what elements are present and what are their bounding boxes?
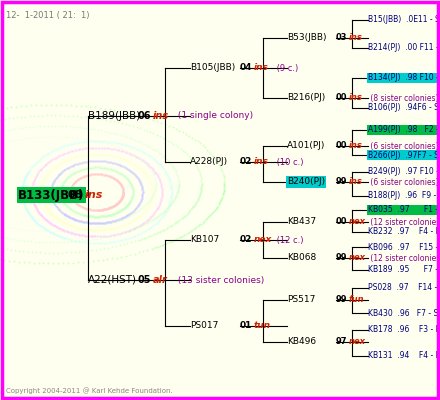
- Text: (1 single colony): (1 single colony): [175, 112, 253, 120]
- Text: KB131  .94    F4 - Kenya4R: KB131 .94 F4 - Kenya4R: [368, 352, 440, 360]
- Text: KB496: KB496: [287, 338, 316, 346]
- Text: B53(JBB): B53(JBB): [287, 34, 326, 42]
- Text: KB430  .96   F7 - SinopEgg86R: KB430 .96 F7 - SinopEgg86R: [368, 308, 440, 318]
- Text: KB035  .97      F1 - Sinop96R: KB035 .97 F1 - Sinop96R: [368, 206, 440, 214]
- Text: alr: alr: [153, 275, 168, 285]
- Text: B106(PJ)  .94F6 - SinopEgg86R: B106(PJ) .94F6 - SinopEgg86R: [368, 104, 440, 112]
- Text: 01: 01: [240, 322, 253, 330]
- Text: A228(PJ): A228(PJ): [190, 158, 228, 166]
- Text: ins: ins: [153, 111, 169, 121]
- Text: (13 sister colonies): (13 sister colonies): [175, 276, 264, 284]
- Text: ins: ins: [85, 190, 103, 200]
- Text: B214(PJ)  .00 F11 - AthosSt80R: B214(PJ) .00 F11 - AthosSt80R: [368, 44, 440, 52]
- Text: B133(JBB): B133(JBB): [18, 188, 84, 202]
- Text: A199(PJ)  .98   F2 - Cankiri97R: A199(PJ) .98 F2 - Cankiri97R: [368, 126, 440, 134]
- Text: KB096  .97    F15 - Sinop62R: KB096 .97 F15 - Sinop62R: [368, 242, 440, 252]
- Text: (6 sister colonies): (6 sister colonies): [367, 178, 438, 186]
- Text: B249(PJ)  .97 F10 - AthosSt80R: B249(PJ) .97 F10 - AthosSt80R: [368, 168, 440, 176]
- Text: B188(PJ)  .96  F9 - AthosSt80R: B188(PJ) .96 F9 - AthosSt80R: [368, 192, 440, 200]
- Text: 02: 02: [240, 158, 253, 166]
- Text: 00: 00: [336, 94, 348, 102]
- Text: ins: ins: [253, 64, 268, 72]
- Text: KB107: KB107: [190, 236, 219, 244]
- Text: B240(PJ): B240(PJ): [287, 178, 325, 186]
- Text: 99: 99: [336, 178, 348, 186]
- Text: B15(JBB)  .0E11 - SinopEgg86R: B15(JBB) .0E11 - SinopEgg86R: [368, 16, 440, 24]
- Text: ins: ins: [348, 34, 363, 42]
- Text: B266(PJ)  .97F7 - SinopEgg86R: B266(PJ) .97F7 - SinopEgg86R: [368, 150, 440, 160]
- Text: PS028  .97    F14 - Sinop72R: PS028 .97 F14 - Sinop72R: [368, 284, 440, 292]
- Text: (8 sister colonies): (8 sister colonies): [367, 94, 438, 102]
- Text: 08: 08: [68, 190, 83, 200]
- Text: ins: ins: [348, 94, 363, 102]
- Text: nex: nex: [253, 236, 272, 244]
- Text: A22(HST): A22(HST): [88, 275, 137, 285]
- Text: 05: 05: [138, 275, 151, 285]
- Text: nex: nex: [348, 338, 366, 346]
- Text: B134(PJ)  .98 F10 - AthosSt80R: B134(PJ) .98 F10 - AthosSt80R: [368, 74, 440, 82]
- Text: nex: nex: [348, 254, 366, 262]
- Text: PS517: PS517: [287, 296, 315, 304]
- Text: ins: ins: [253, 158, 268, 166]
- Text: KB178  .96    F3 - Egypt94-2R: KB178 .96 F3 - Egypt94-2R: [368, 326, 440, 334]
- Text: (12 c.): (12 c.): [274, 236, 304, 244]
- Text: B216(PJ): B216(PJ): [287, 94, 325, 102]
- Text: fun: fun: [348, 296, 364, 304]
- Text: 99: 99: [336, 254, 348, 262]
- Text: 03: 03: [336, 34, 348, 42]
- Text: KB068: KB068: [287, 254, 316, 262]
- Text: ins: ins: [348, 178, 363, 186]
- Text: B189(JBB): B189(JBB): [88, 111, 140, 121]
- Text: 00: 00: [336, 142, 348, 150]
- Text: (12 sister colonies): (12 sister colonies): [367, 254, 440, 262]
- Text: (9 c.): (9 c.): [274, 64, 298, 72]
- Text: 00: 00: [336, 218, 348, 226]
- Text: (10 c.): (10 c.): [274, 158, 304, 166]
- Text: 06: 06: [138, 111, 151, 121]
- Text: KB232  .97    F4 - Egypt94-2R: KB232 .97 F4 - Egypt94-2R: [368, 228, 440, 236]
- Text: 99: 99: [336, 296, 348, 304]
- Text: 97: 97: [336, 338, 348, 346]
- Text: PS017: PS017: [190, 322, 218, 330]
- Text: Copyright 2004-2011 @ Karl Kehde Foundation.: Copyright 2004-2011 @ Karl Kehde Foundat…: [6, 387, 173, 394]
- Text: 12-  1-2011 ( 21:  1): 12- 1-2011 ( 21: 1): [6, 11, 89, 20]
- Text: (12 sister colonies): (12 sister colonies): [367, 218, 440, 226]
- Text: KB437: KB437: [287, 218, 316, 226]
- Text: KB189  .95      F7 - Atlas85R: KB189 .95 F7 - Atlas85R: [368, 266, 440, 274]
- Text: A101(PJ): A101(PJ): [287, 142, 325, 150]
- Text: ins: ins: [348, 142, 363, 150]
- Text: tun: tun: [253, 322, 271, 330]
- Text: 04: 04: [240, 64, 253, 72]
- Text: B105(JBB): B105(JBB): [190, 64, 235, 72]
- Text: 02: 02: [240, 236, 253, 244]
- Text: nex: nex: [348, 218, 366, 226]
- Text: (6 sister colonies): (6 sister colonies): [367, 142, 438, 150]
